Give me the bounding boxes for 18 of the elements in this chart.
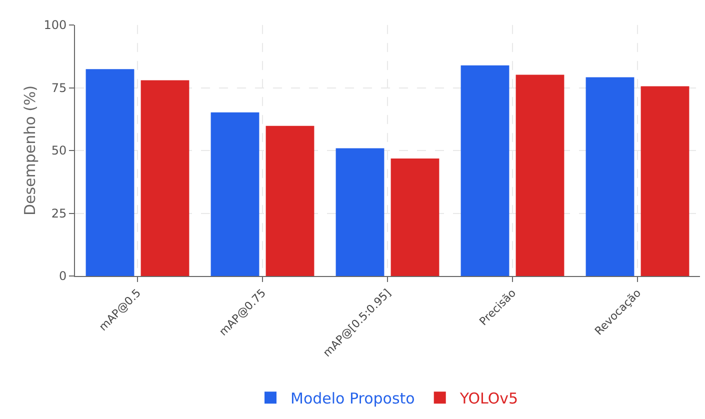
- bar: [140, 80, 190, 276]
- y-tick-label: 0: [58, 269, 67, 284]
- bar: [586, 77, 634, 276]
- y-tick-label: 75: [51, 80, 67, 95]
- bar: [640, 86, 690, 276]
- bar: [210, 112, 260, 276]
- bar: [390, 158, 440, 276]
- bar: [336, 148, 384, 276]
- y-tick-label: 100: [44, 18, 67, 32]
- bar: [460, 65, 510, 276]
- y-tick-label: 50: [51, 144, 67, 158]
- bar: [516, 74, 564, 276]
- legend-label: Modelo Proposto: [290, 390, 415, 408]
- bar: [86, 69, 134, 276]
- y-tick-label: 25: [51, 206, 67, 220]
- y-axis-title: Desempenho (%): [21, 85, 39, 216]
- legend-label: YOLOv5: [458, 390, 518, 408]
- bar: [266, 126, 314, 276]
